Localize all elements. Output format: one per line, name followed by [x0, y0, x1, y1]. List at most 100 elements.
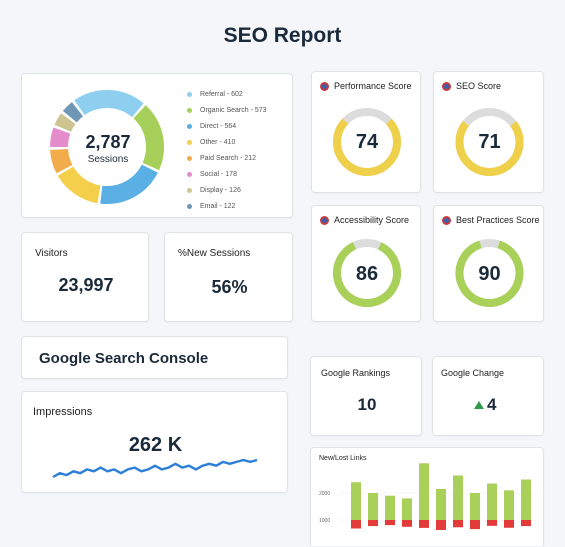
- score-value: 71: [478, 131, 501, 153]
- impressions-value: 262 K: [128, 434, 183, 456]
- legend-dot: [187, 139, 192, 145]
- score-value: 86: [355, 263, 379, 285]
- new-sessions-card: %New Sessions 56%: [164, 232, 293, 322]
- score-value: 74: [355, 131, 379, 153]
- lost-links-bar: [402, 520, 412, 527]
- sessions-total: 2,787: [85, 132, 131, 152]
- lost-links-bar: [385, 520, 395, 526]
- score-value: 90: [478, 263, 501, 285]
- donut-slice: [50, 90, 164, 204]
- new-links-bar: [351, 482, 361, 520]
- legend-item: Other - 410: [187, 134, 267, 150]
- score-ring: [455, 239, 524, 307]
- up-arrow-icon: [474, 401, 484, 409]
- legend-label: Social - 178: [200, 170, 237, 178]
- lost-links-bar: [419, 520, 429, 528]
- lost-links-bar: [351, 520, 361, 529]
- legend-label: Display - 126: [200, 186, 241, 194]
- legend-item: Paid Search - 212: [187, 150, 267, 166]
- donut-slice: [50, 90, 164, 204]
- visitors-value: 23,997: [58, 275, 114, 295]
- new-sessions-value: 56%: [211, 277, 248, 297]
- donut-slice: [50, 90, 164, 204]
- legend-item: Email - 122: [187, 198, 267, 214]
- legend-label: Organic Search - 573: [200, 106, 267, 114]
- visitors-label: Visitors: [35, 248, 68, 259]
- legend-dot: [187, 171, 192, 177]
- ring-progress: [333, 239, 401, 307]
- legend-item: Social - 178: [187, 166, 267, 182]
- score-ring: [333, 239, 401, 307]
- new-links-bar: [470, 493, 480, 520]
- legend-label: Other - 410: [200, 138, 236, 146]
- score-card-best-practices: Best Practices Score 90: [433, 205, 544, 322]
- visitors-card: Visitors 23,997: [21, 232, 149, 322]
- links-title: New/Lost Links: [319, 455, 367, 462]
- report-title: SEO Report: [223, 24, 342, 47]
- donut-slice: [49, 90, 164, 204]
- legend-dot: [187, 91, 192, 97]
- legend-item: Referral - 602: [187, 86, 267, 102]
- sessions-legend: Referral - 602 Organic Search - 573 Direct…: [187, 86, 267, 214]
- gsc-title: Google Search Console: [39, 350, 209, 367]
- legend-item: Display - 126: [187, 182, 267, 198]
- lost-links-bar: [470, 520, 480, 530]
- score-ring: [333, 108, 401, 176]
- y-tick-label: 2000: [319, 491, 330, 497]
- change-card: Google Change 4: [432, 356, 544, 436]
- lost-links-bar: [487, 520, 497, 526]
- score-card-seo: SEO Score 71: [433, 71, 544, 193]
- google-lighthouse-icon: [442, 215, 451, 225]
- change-label: Google Change: [441, 368, 505, 378]
- impressions-sparkline: [52, 458, 258, 479]
- y-tick-label: 1000: [319, 518, 330, 524]
- google-lighthouse-icon: [320, 215, 329, 225]
- rankings-value: 10: [357, 395, 377, 414]
- legend-label: Referral - 602: [200, 90, 243, 98]
- rankings-label: Google Rankings: [321, 368, 391, 378]
- legend-dot: [187, 107, 192, 113]
- legend-label: Email - 122: [200, 202, 236, 210]
- google-lighthouse-icon: [320, 81, 329, 91]
- donut-slice: [50, 90, 164, 204]
- legend-dot: [187, 187, 192, 193]
- new-links-bar: [402, 498, 412, 520]
- legend-label: Paid Search - 212: [200, 154, 257, 162]
- impressions-card: Impressions 262 K: [21, 391, 288, 493]
- change-value: 4: [487, 395, 497, 414]
- legend-item: Direct - 564: [187, 118, 267, 134]
- donut-slice: [50, 90, 164, 204]
- ring-progress: [455, 108, 524, 176]
- ring-progress: [455, 239, 524, 307]
- rankings-card: Google Rankings 10: [310, 356, 422, 436]
- links-card: New/Lost Links 2000 1000: [310, 447, 544, 546]
- score-label: Performance Score: [334, 81, 412, 91]
- new-links-bar: [368, 493, 378, 520]
- legend-dot: [187, 123, 192, 129]
- score-label: SEO Score: [456, 81, 502, 91]
- lost-links-bar: [453, 520, 463, 528]
- new-links-bar: [521, 479, 531, 520]
- new-links-bar: [453, 475, 463, 520]
- lost-links-bar: [436, 520, 446, 530]
- score-label: Best Practices Score: [456, 215, 540, 225]
- gsc-header-card: Google Search Console: [21, 336, 288, 379]
- lost-links-bar: [504, 520, 514, 528]
- score-card-performance: Performance Score 74: [311, 71, 421, 193]
- score-label: Accessibility Score: [334, 215, 410, 225]
- score-card-accessibility: Accessibility Score 86: [311, 205, 421, 322]
- new-links-bar: [436, 488, 446, 520]
- new-sessions-label: %New Sessions: [178, 248, 251, 259]
- sessions-donut: [49, 90, 164, 204]
- links-chart: 2000 1000: [319, 463, 537, 530]
- sessions-card: 2,787 Sessions Referral - 602 Organic Sea…: [21, 73, 293, 218]
- new-links-bar: [385, 495, 395, 520]
- lost-links-bar: [521, 520, 531, 527]
- legend-item: Organic Search - 573: [187, 102, 267, 118]
- legend-dot: [187, 203, 192, 209]
- sessions-label: Sessions: [87, 154, 129, 165]
- new-links-bar: [419, 463, 429, 520]
- google-lighthouse-icon: [442, 81, 451, 91]
- lost-links-bar: [368, 520, 378, 527]
- legend-dot: [187, 155, 192, 161]
